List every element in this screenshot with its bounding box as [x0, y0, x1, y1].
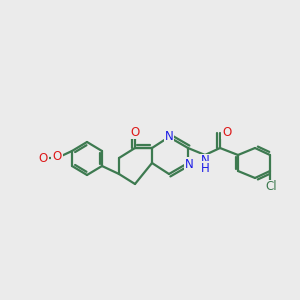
- Text: H: H: [201, 161, 209, 175]
- Text: N: N: [184, 158, 194, 170]
- Text: O: O: [130, 125, 140, 139]
- Text: O: O: [52, 151, 62, 164]
- Text: Cl: Cl: [265, 181, 277, 194]
- Text: O: O: [222, 125, 232, 139]
- Text: N: N: [165, 130, 173, 142]
- Text: O: O: [38, 152, 48, 164]
- Text: N: N: [201, 154, 209, 167]
